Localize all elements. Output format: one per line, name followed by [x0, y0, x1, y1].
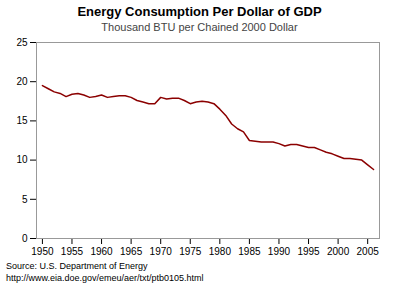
- svg-text:1990: 1990: [268, 246, 291, 257]
- html-text:Thousand BTU per Chained 2000: Thousand BTU per Chained 2000 Dollar: [101, 21, 298, 33]
- svg-text:1985: 1985: [238, 246, 261, 257]
- svg-text:2005: 2005: [357, 246, 380, 257]
- svg-text:1955: 1955: [61, 246, 84, 257]
- html-text:Energy Consumption Per Dollar: Energy Consumption Per Dollar of GDP: [77, 4, 322, 19]
- html-text:http://www.eia.doe.gov/emeu/ae: http://www.eia.doe.gov/emeu/aer/txt/ptb0…: [6, 273, 204, 283]
- svg-text:10: 10: [16, 154, 28, 165]
- svg-text:1960: 1960: [90, 246, 113, 257]
- svg-text:25: 25: [16, 37, 28, 48]
- svg-text:1950: 1950: [31, 246, 54, 257]
- svg-text:1965: 1965: [120, 246, 143, 257]
- html-text:Source: U.S. Department of Ene: Source: U.S. Department of Energy: [6, 261, 148, 271]
- svg-text:1975: 1975: [179, 246, 202, 257]
- svg-text:0: 0: [22, 233, 28, 244]
- svg-text:2000: 2000: [327, 246, 350, 257]
- svg-text:20: 20: [16, 76, 28, 87]
- svg-text:1980: 1980: [209, 246, 232, 257]
- svg-text:1970: 1970: [150, 246, 173, 257]
- svg-text:5: 5: [22, 194, 28, 205]
- svg-text:15: 15: [16, 115, 28, 126]
- svg-text:1995: 1995: [297, 246, 320, 257]
